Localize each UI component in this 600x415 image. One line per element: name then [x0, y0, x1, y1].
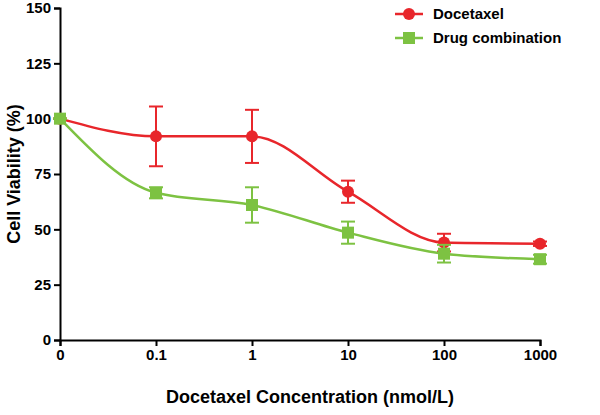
x-tick: 0.1	[146, 340, 167, 363]
data-point	[534, 238, 546, 250]
y-tick-label: 150	[26, 0, 51, 16]
x-tick-label: 10	[340, 346, 357, 363]
data-point	[54, 113, 66, 125]
y-tick-label: 100	[26, 110, 51, 127]
y-axis-title: Cell Viability (%)	[4, 104, 24, 244]
x-tick: 1000	[524, 340, 557, 363]
chart: 0 25 50 75 100 125 150 0 0.1 1 10 100 1000 Docetaxel …	[0, 0, 600, 415]
y-tick-label: 125	[26, 55, 51, 72]
legend-item: Drug combination	[395, 29, 561, 46]
y-tick-label: 50	[34, 221, 51, 238]
error-bar	[149, 187, 163, 198]
data-point	[534, 253, 546, 265]
legend-item: Docetaxel	[395, 5, 504, 22]
x-axis-line	[61, 341, 541, 347]
y-tick-mark	[54, 174, 60, 176]
legend: Docetaxel Drug combination	[395, 5, 561, 46]
data-point	[246, 199, 258, 211]
y-tick: 75	[34, 165, 60, 182]
error-bar-cap	[149, 105, 163, 107]
legend-label: Docetaxel	[433, 5, 504, 22]
x-tick: 100	[432, 340, 457, 363]
error-bar	[341, 222, 355, 244]
plot-area	[53, 106, 547, 265]
x-tick: 1	[248, 340, 256, 363]
x-axis: 0 0.1 1 10 100 1000	[56, 340, 557, 363]
y-tick-mark	[54, 63, 60, 65]
y-tick-label: 25	[34, 276, 51, 293]
error-bar-cap	[437, 262, 451, 264]
x-tick-label: 1	[248, 346, 256, 363]
error-bar-cap	[341, 202, 355, 204]
y-tick-mark	[54, 284, 60, 286]
error-bar-cap	[437, 244, 451, 246]
error-bar-cap	[245, 186, 259, 188]
y-tick-mark	[54, 8, 60, 10]
legend-marker	[403, 32, 415, 44]
y-axis-line	[54, 9, 61, 341]
x-tick-label: 0.1	[146, 346, 167, 363]
legend-marker	[403, 8, 415, 20]
data-point	[150, 187, 162, 199]
data-point	[246, 130, 258, 142]
x-tick-label: 1000	[524, 346, 557, 363]
x-tick-label: 100	[432, 346, 457, 363]
error-bar	[437, 245, 451, 263]
data-point	[54, 113, 66, 125]
data-point	[438, 248, 450, 260]
x-tick: 0	[56, 340, 64, 363]
error-bar-cap	[437, 233, 451, 235]
data-point	[342, 227, 354, 239]
data-point	[342, 186, 354, 198]
y-tick: 50	[34, 221, 60, 238]
series	[53, 113, 547, 266]
y-tick: 125	[26, 55, 60, 72]
error-bar-cap	[245, 162, 259, 164]
error-bar	[245, 187, 259, 222]
error-bar-cap	[341, 221, 355, 223]
error-bar-cap	[149, 165, 163, 167]
error-bar	[341, 181, 355, 203]
x-tick: 10	[340, 340, 357, 363]
y-axis: 0 25 50 75 100 125 150	[26, 0, 61, 348]
error-bar-cap	[341, 180, 355, 182]
legend-label: Drug combination	[433, 29, 561, 46]
error-bar-cap	[245, 222, 259, 224]
y-tick-mark	[54, 229, 60, 231]
error-bar-cap	[341, 243, 355, 245]
y-tick-mark	[54, 340, 60, 342]
y-tick: 25	[34, 276, 60, 293]
x-tick-label: 0	[56, 346, 64, 363]
data-point	[150, 130, 162, 142]
error-bar	[245, 110, 259, 163]
y-tick: 150	[26, 0, 60, 16]
error-bar-cap	[245, 109, 259, 111]
y-tick-label: 75	[34, 165, 51, 182]
error-bar	[149, 106, 163, 166]
series-line	[60, 119, 540, 260]
x-axis-title: Docetaxel Concentration (nmol/L)	[166, 387, 454, 407]
y-tick-label: 0	[43, 331, 51, 348]
